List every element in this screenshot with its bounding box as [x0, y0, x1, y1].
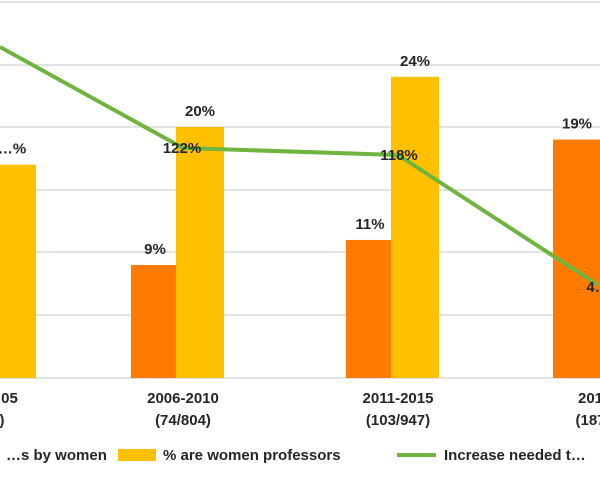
bar-women-share: [346, 239, 394, 378]
chart-gridlines: [0, 1, 600, 379]
chart-bar-labels: 9% 11% 19% …% 20% 24%: [0, 53, 592, 258]
chart-x-axis-labels: …05) 2006-2010 (74/804) 2011-2015 (103/947) 2…: [0, 390, 600, 429]
legend-label-women-share: …s by women: [6, 447, 107, 464]
line-data-label: 118%: [380, 147, 418, 164]
legend-label-increase-needed: Increase needed t…: [444, 447, 586, 464]
bar-data-label: 19%: [562, 116, 592, 133]
bar-data-label: 9%: [144, 241, 166, 258]
legend-label-women-professors: % are women professors: [163, 447, 341, 464]
x-tick-period: …05: [0, 390, 18, 407]
chart-increase-line: [0, 45, 600, 287]
bar-data-label: …%: [0, 141, 26, 158]
bar-women-professors: [176, 127, 224, 378]
legend-swatch-women-professors: [118, 449, 156, 461]
x-tick-period: 201…: [578, 390, 600, 407]
line-data-label: 122%: [163, 140, 201, 157]
bar-women-share: [131, 265, 179, 378]
x-tick-count: (74/804): [155, 412, 211, 429]
bar-data-label: 20%: [185, 103, 215, 120]
chart-legend: …s by women % are women professors Increas…: [6, 447, 586, 464]
bar-data-label: 11%: [355, 216, 384, 233]
bar-women-professors: [0, 164, 36, 378]
bar-data-label: 24%: [400, 53, 430, 70]
x-tick-period: 2011-2015: [363, 390, 434, 407]
x-tick-count: (187…: [575, 412, 600, 429]
x-tick-period: 2006-2010: [147, 390, 219, 407]
increase-needed-line: [0, 45, 600, 287]
bar-women-professors: [391, 76, 439, 379]
x-tick-count: ): [0, 412, 5, 429]
chart-line-labels: 122% 118% 4…: [163, 140, 600, 296]
x-tick-count: (103/947): [366, 412, 430, 429]
line-data-label: 4…: [586, 279, 600, 296]
